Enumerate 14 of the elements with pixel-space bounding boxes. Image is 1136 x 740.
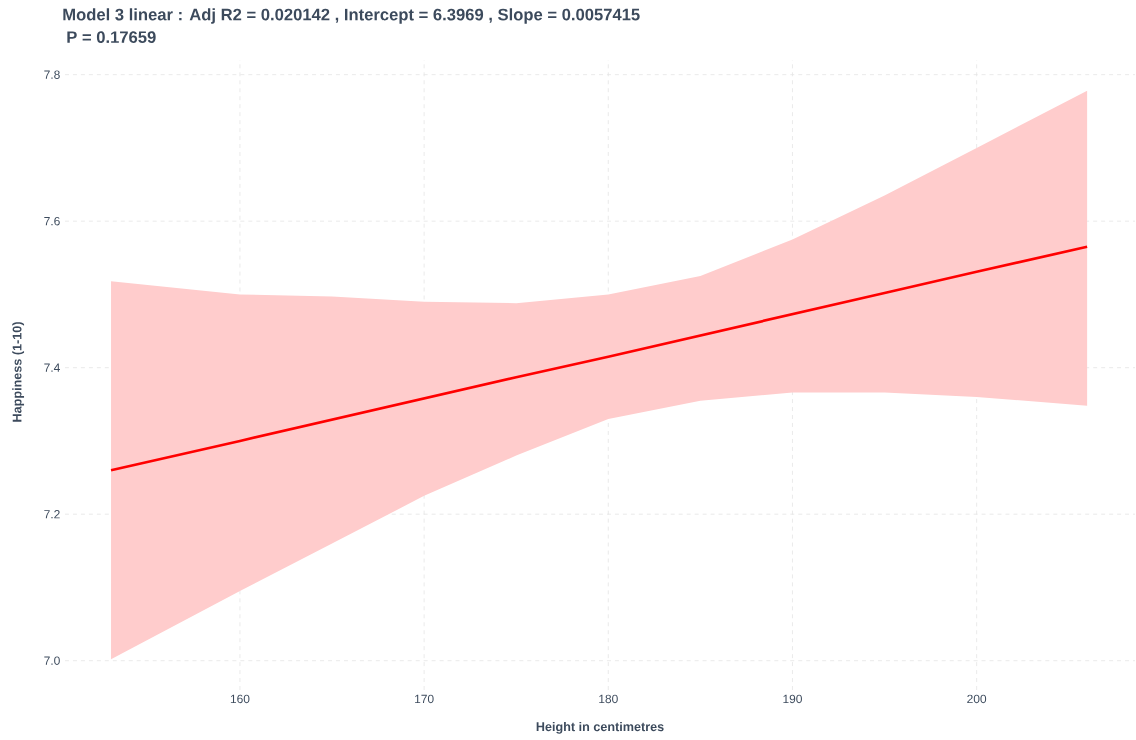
x-tick-label: 190 [783,694,802,704]
x-tick-label: 160 [230,694,250,704]
y-tick-label: 7.4 [44,363,60,372]
y-axis-title: Happiness (1-10) [12,322,25,422]
y-tick-label: 7.0 [44,656,60,665]
chart-subtitle: P = 0.17659 [67,31,156,44]
chart-title: Model 3 linear : Adj R2 = 0.020142 , Intercept = 6.3969 , Slope = 0.0057415 [63,8,640,24]
y-tick-label: 7.8 [44,70,60,79]
x-axis-title: Height in centimetres [536,721,664,734]
y-tick-label: 7.2 [44,510,60,519]
x-tick-label: 180 [599,694,618,704]
x-tick-label: 170 [415,694,434,704]
y-tick-label: 7.6 [44,216,60,226]
x-tick-label: 200 [967,694,987,704]
